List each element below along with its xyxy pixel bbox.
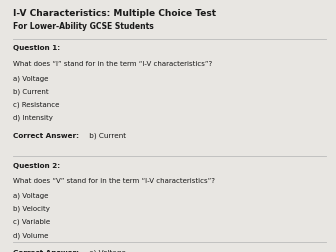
Text: What does “V” stand for in the term “I-V characteristics”?: What does “V” stand for in the term “I-V… <box>13 178 215 184</box>
Text: b) Current: b) Current <box>87 133 126 139</box>
Text: Question 2:: Question 2: <box>13 163 60 169</box>
Text: b) Velocity: b) Velocity <box>13 206 50 212</box>
Text: c) Variable: c) Variable <box>13 219 50 226</box>
Text: For Lower-Ability GCSE Students: For Lower-Ability GCSE Students <box>13 22 154 31</box>
Text: b) Current: b) Current <box>13 89 49 95</box>
Text: c) Resistance: c) Resistance <box>13 102 60 108</box>
Text: What does “I” stand for in the term “I-V characteristics”?: What does “I” stand for in the term “I-V… <box>13 61 213 67</box>
Text: I-V Characteristics: Multiple Choice Test: I-V Characteristics: Multiple Choice Tes… <box>13 9 217 18</box>
Text: a) Voltage: a) Voltage <box>87 250 126 252</box>
Text: Correct Answer:: Correct Answer: <box>13 250 79 252</box>
Text: Correct Answer:: Correct Answer: <box>13 133 79 139</box>
Text: Question 1:: Question 1: <box>13 45 60 51</box>
Text: a) Voltage: a) Voltage <box>13 76 49 82</box>
Text: d) Intensity: d) Intensity <box>13 115 53 121</box>
Text: a) Voltage: a) Voltage <box>13 193 49 199</box>
Text: d) Volume: d) Volume <box>13 232 49 239</box>
